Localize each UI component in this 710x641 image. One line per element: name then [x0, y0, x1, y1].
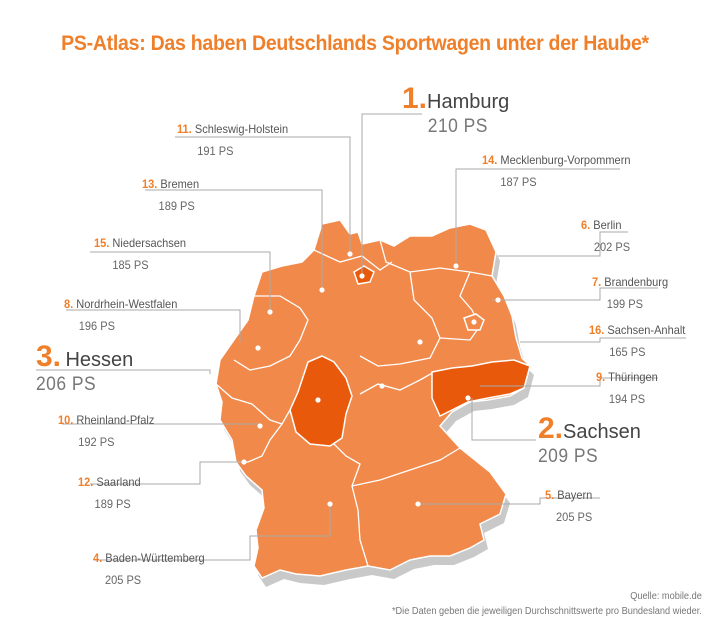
label-bayern: 5. Bayern 205 PS [545, 488, 593, 524]
map-outline [215, 219, 531, 579]
hessen-region [289, 355, 353, 447]
label-baden-wuerttemberg: 4. Baden-Württemberg 205 PS [93, 551, 205, 587]
label-niedersachsen: 15. Niedersachsen 185 PS [94, 236, 187, 272]
label-sachsen-anhalt: 16. Sachsen-Anhalt 165 PS [589, 323, 686, 359]
label-sachsen: 2.Sachsen 209 PS [538, 412, 641, 467]
label-thueringen: 9. Thüringen 194 PS [596, 370, 658, 406]
footnote: *Die Daten geben die jeweiligen Durchsch… [392, 606, 702, 617]
label-hamburg: 1.Hamburg 210 PS [402, 82, 510, 137]
sachsen-region [431, 359, 531, 418]
label-rheinland-pfalz: 10. Rheinland-Pfalz 192 PS [58, 413, 155, 449]
label-hessen: 3. Hessen 206 PS [36, 340, 134, 395]
label-nordrhein-westfalen: 8. Nordrhein-Westfalen 196 PS [64, 297, 178, 333]
connector-lines [36, 113, 686, 561]
region-dots [241, 251, 501, 507]
chart-title: PS-Atlas: Das haben Deutschlands Sportwa… [61, 32, 649, 55]
label-saarland: 12. Saarland 189 PS [78, 475, 141, 511]
label-schleswig-holstein: 11. Schleswig-Holstein 191 PS [177, 122, 289, 158]
label-brandenburg: 7. Brandenburg 199 PS [592, 275, 669, 311]
label-mecklenburg-vorpommern: 14. Mecklenburg-Vorpommern 187 PS [482, 153, 631, 189]
label-berlin: 6. Berlin 202 PS [581, 218, 631, 254]
label-bremen: 13. Bremen 189 PS [142, 177, 200, 213]
source-note: Quelle: mobile.de [630, 591, 702, 602]
